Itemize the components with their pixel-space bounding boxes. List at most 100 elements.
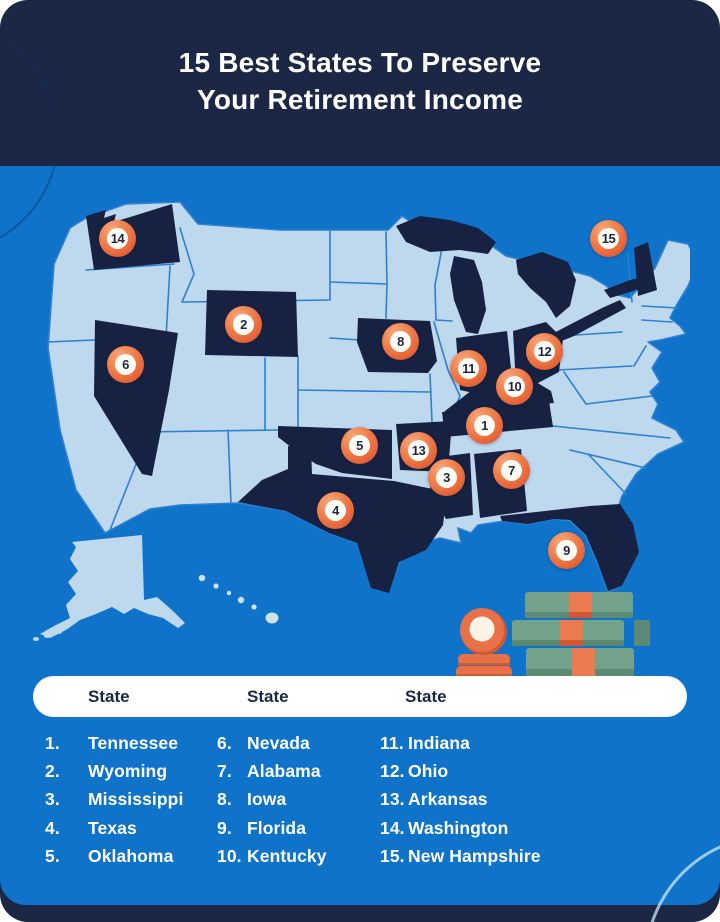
state-name: Wyoming — [88, 761, 168, 782]
state-name: Kentucky — [247, 846, 327, 867]
page-title-line1: 15 Best States To Preserve — [178, 47, 542, 78]
rank-number: 1. — [45, 732, 60, 753]
list-item-washington: 14. Washington — [380, 814, 541, 842]
state-name: Florida — [247, 817, 307, 838]
list-item-kentucky: 10. Kentucky — [217, 843, 327, 871]
rank-number: 15. — [380, 846, 405, 867]
rank-number: 8. — [217, 789, 232, 810]
list-item-tennessee: 1. Tennessee — [45, 729, 183, 757]
map-marker-8-label: 8 — [390, 331, 411, 352]
list-item-florida: 9. Florida — [217, 814, 327, 842]
map-marker-12-label: 12 — [534, 341, 555, 362]
map-marker-9-florida: 9 — [548, 532, 585, 569]
rank-number: 9. — [217, 817, 232, 838]
list-item-mississippi: 3. Mississippi — [45, 786, 183, 814]
list-item-nevada: 6. Nevada — [217, 729, 327, 757]
list-item-oklahoma: 5. Oklahoma — [45, 843, 183, 871]
state-list-column-2: 6. Nevada 7. Alabama 8. Iowa 9. Florida 10. K… — [217, 729, 327, 871]
map-marker-5-oklahoma: 5 — [341, 427, 378, 464]
list-item-ohio: 12. Ohio — [380, 757, 541, 785]
map-marker-5-label: 5 — [349, 435, 370, 456]
state-name: Mississippi — [88, 789, 184, 810]
map-marker-13-arkansas: 13 — [400, 432, 437, 469]
state-list-column-1: 1. Tennessee 2. Wyoming 3. Mississippi 4. Te… — [45, 729, 183, 871]
list-item-alabama: 7. Alabama — [217, 757, 327, 785]
map-marker-7-label: 7 — [501, 460, 522, 481]
table-header-pill: State State State — [33, 676, 687, 717]
state-name: Alabama — [247, 761, 321, 782]
map-marker-12-ohio: 12 — [526, 333, 563, 370]
state-name: Ohio — [408, 761, 449, 782]
rank-number: 6. — [217, 732, 232, 753]
map-marker-3-mississippi: 3 — [428, 459, 465, 496]
rank-number: 13. — [380, 789, 405, 810]
map-marker-4-label: 4 — [325, 500, 346, 521]
map-marker-1-label: 1 — [474, 415, 495, 436]
page-title: 15 Best States To Preserve Your Retireme… — [0, 44, 720, 118]
state-name: Texas — [88, 817, 137, 838]
state-name: Tennessee — [88, 732, 179, 753]
map-marker-3-label: 3 — [436, 467, 457, 488]
aleutian-islands — [33, 630, 62, 641]
state-name: Arkansas — [408, 789, 488, 810]
coins-and-money-illustration — [456, 592, 650, 678]
list-item-wyoming: 2. Wyoming — [45, 757, 183, 785]
state-name: Oklahoma — [88, 846, 174, 867]
state-name: Iowa — [247, 789, 287, 810]
rank-number: 11. — [380, 732, 404, 753]
map-marker-13-label: 13 — [408, 440, 429, 461]
lake-huron — [516, 252, 576, 318]
rank-number: 14. — [380, 817, 405, 838]
map-marker-2-wyoming: 2 — [225, 306, 262, 343]
table-header-state-1: State — [88, 686, 130, 706]
money-stack-icon — [512, 592, 650, 678]
rank-number: 5. — [45, 846, 60, 867]
map-marker-1-tennessee: 1 — [466, 407, 503, 444]
list-item-indiana: 11. Indiana — [380, 729, 541, 757]
map-marker-7-alabama: 7 — [493, 452, 530, 489]
map-marker-4-texas: 4 — [317, 492, 354, 529]
coin-stack-icon — [456, 608, 512, 678]
map-marker-10-kentucky: 10 — [496, 368, 533, 405]
table-header-state-2: State — [247, 686, 289, 706]
rank-number: 7. — [217, 761, 232, 782]
map-marker-10-label: 10 — [504, 376, 525, 397]
lake-erie — [548, 300, 626, 344]
list-item-arkansas: 13. Arkansas — [380, 786, 541, 814]
state-name: Washington — [408, 817, 509, 838]
list-item-texas: 4. Texas — [45, 814, 183, 842]
map-marker-15-label: 15 — [598, 228, 619, 249]
map-marker-11-label: 11 — [458, 358, 479, 379]
state-borders — [47, 227, 679, 531]
state-list-column-3: 11. Indiana 12. Ohio 13. Arkansas 14. Washin… — [380, 729, 541, 871]
map-marker-11-indiana: 11 — [450, 350, 487, 387]
map-marker-15-new-hampshire: 15 — [590, 220, 627, 257]
map-marker-6-label: 6 — [115, 354, 136, 375]
map-marker-2-label: 2 — [233, 314, 254, 335]
state-name: Indiana — [408, 732, 470, 753]
list-item-iowa: 8. Iowa — [217, 786, 327, 814]
lake-michigan — [450, 256, 486, 334]
state-florida-highlight — [500, 504, 639, 591]
rank-number: 4. — [45, 817, 60, 838]
list-item-new-hampshire: 15. New Hampshire — [380, 843, 541, 871]
state-name: New Hampshire — [408, 846, 541, 867]
rank-number: 10. — [217, 846, 242, 867]
hawaii — [198, 574, 279, 624]
map-marker-14-label: 14 — [107, 228, 128, 249]
alaska — [40, 535, 185, 638]
rank-number: 12. — [380, 761, 405, 782]
us-map — [33, 201, 690, 641]
lake-superior — [396, 216, 496, 254]
rank-number: 2. — [45, 761, 60, 782]
map-marker-14-washington: 14 — [99, 220, 136, 257]
state-new-hampshire-highlight — [634, 242, 657, 296]
map-marker-6-nevada: 6 — [107, 346, 144, 383]
rank-number: 3. — [45, 789, 60, 810]
page-title-line2: Your Retirement Income — [197, 84, 523, 115]
map-marker-9-label: 9 — [556, 540, 577, 561]
state-name: Nevada — [247, 732, 310, 753]
map-marker-8-iowa: 8 — [382, 323, 419, 360]
